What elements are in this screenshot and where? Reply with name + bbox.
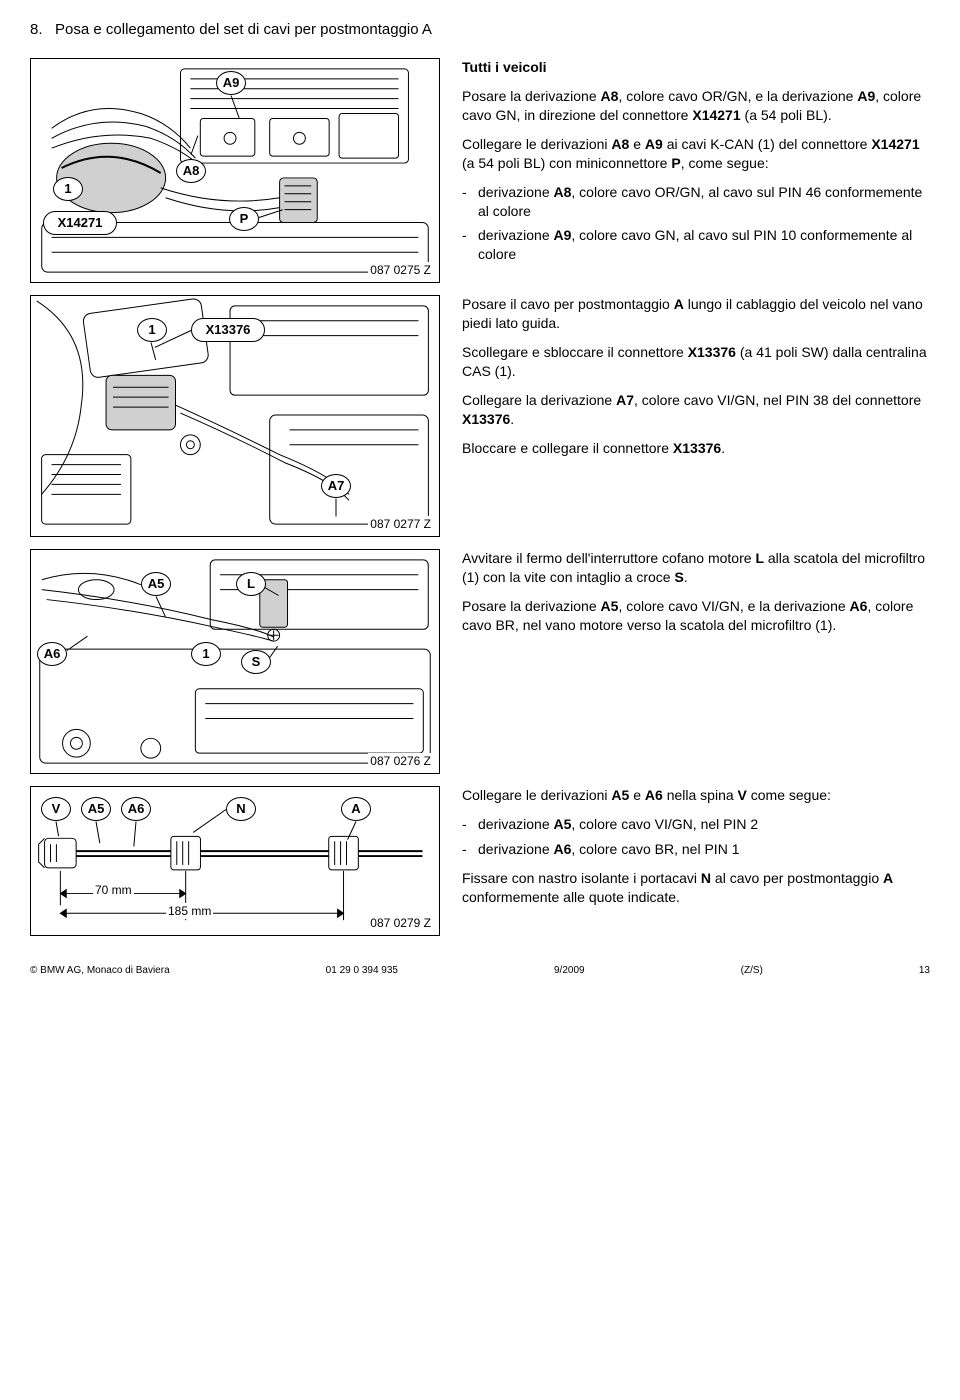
para-7: Avvitare il fermo dell'interruttore cofa… [462,549,930,587]
figure-3: A5 L A6 1 S 087 0276 Z [30,549,440,774]
list-1: derivazione A8, colore cavo OR/GN, al ca… [462,183,930,265]
figure-ref-2: 087 0277 Z [368,516,433,532]
footer-docnum: 01 29 0 394 935 [326,964,398,978]
figure-ref-4: 087 0279 Z [368,915,433,931]
para-9: Collegare le derivazioni A5 e A6 nella s… [462,786,930,805]
figure-4: V A5 A6 N A 70 mm 185 mm 087 0279 Z [30,786,440,936]
figure-2: 1 X13376 A7 087 0277 Z [30,295,440,537]
para-4: Scollegare e sbloccare il connettore X13… [462,343,930,381]
list-item: derivazione A9, colore cavo GN, al cavo … [462,226,930,264]
section-number: 8. [30,21,43,38]
figure-ref-3: 087 0276 Z [368,753,433,769]
para-5: Collegare la derivazione A7, colore cavo… [462,391,930,429]
subheading-vehicles: Tutti i veicoli [462,58,930,77]
footer-type: (Z/S) [741,964,763,978]
text-block-1: Tutti i veicoli Posare la derivazione A8… [462,58,930,283]
dim-185mm: 185 mm [166,903,213,919]
para-2: Collegare le derivazioni A8 e A9 ai cavi… [462,135,930,173]
list-2: derivazione A5, colore cavo VI/GN, nel P… [462,815,930,859]
tech-illustration-3 [31,550,439,773]
figure-ref-1: 087 0275 Z [368,262,433,278]
list-item: derivazione A8, colore cavo OR/GN, al ca… [462,183,930,221]
callout-x13376: X13376 [191,318,265,342]
text-block-3: Avvitare il fermo dell'interruttore cofa… [462,549,930,774]
footer-page: 13 [919,964,930,978]
section-title: 8. Posa e collegamento del set di cavi p… [30,20,930,40]
list-item: derivazione A5, colore cavo VI/GN, nel P… [462,815,930,834]
list-item: derivazione A6, colore cavo BR, nel PIN … [462,840,930,859]
para-6: Bloccare e collegare il connettore X1337… [462,439,930,458]
text-block-2: Posare il cavo per postmontaggio A lungo… [462,295,930,537]
text-block-4: Collegare le derivazioni A5 e A6 nella s… [462,786,930,936]
callout-x14271: X14271 [43,211,117,235]
section-heading: Posa e collegamento del set di cavi per … [55,21,432,38]
para-8: Posare la derivazione A5, colore cavo VI… [462,597,930,635]
dim-70mm: 70 mm [93,882,134,898]
para-1: Posare la derivazione A8, colore cavo OR… [462,87,930,125]
footer-date: 9/2009 [554,964,585,978]
para-3: Posare il cavo per postmontaggio A lungo… [462,295,930,333]
footer-copyright: © BMW AG, Monaco di Baviera [30,964,170,978]
page-footer: © BMW AG, Monaco di Baviera 01 29 0 394 … [30,960,930,978]
figure-1: A9 A8 1 P X14271 087 0275 Z [30,58,440,283]
para-10: Fissare con nastro isolante i portacavi … [462,869,930,907]
